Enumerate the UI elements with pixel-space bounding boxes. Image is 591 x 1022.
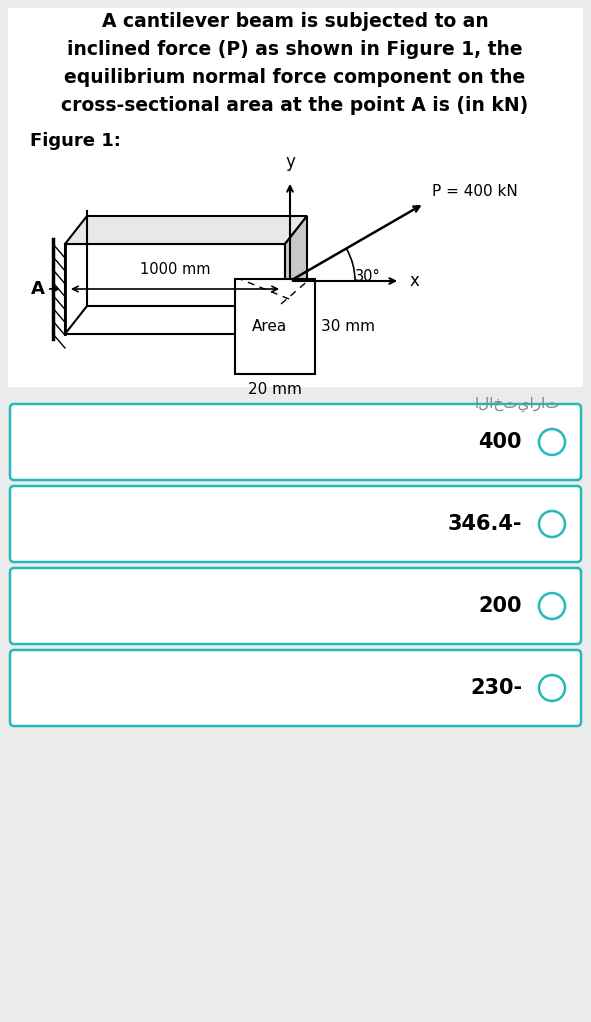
Text: 230-: 230- bbox=[470, 678, 522, 698]
Text: cross-sectional area at the point A is (in kN): cross-sectional area at the point A is (… bbox=[61, 96, 528, 115]
Text: 30°: 30° bbox=[355, 269, 381, 284]
FancyBboxPatch shape bbox=[10, 568, 581, 644]
Text: 400: 400 bbox=[479, 432, 522, 452]
Polygon shape bbox=[285, 216, 307, 334]
Text: الاختيارات: الاختيارات bbox=[475, 397, 560, 412]
Text: x: x bbox=[410, 272, 420, 290]
Text: 20 mm: 20 mm bbox=[248, 382, 302, 397]
Text: A cantilever beam is subjected to an: A cantilever beam is subjected to an bbox=[102, 12, 488, 31]
FancyBboxPatch shape bbox=[8, 8, 583, 387]
FancyBboxPatch shape bbox=[10, 650, 581, 726]
Polygon shape bbox=[65, 244, 285, 334]
Text: Area: Area bbox=[252, 319, 288, 334]
Text: 200: 200 bbox=[479, 596, 522, 616]
FancyBboxPatch shape bbox=[10, 404, 581, 480]
Text: 1000 mm: 1000 mm bbox=[139, 262, 210, 277]
Text: 30 mm: 30 mm bbox=[321, 319, 375, 334]
Text: P = 400 kN: P = 400 kN bbox=[432, 184, 518, 198]
Text: Figure 1:: Figure 1: bbox=[30, 132, 121, 150]
FancyBboxPatch shape bbox=[10, 486, 581, 562]
Text: y: y bbox=[285, 153, 295, 171]
Bar bbox=[235, 279, 315, 374]
Text: 346.4-: 346.4- bbox=[447, 514, 522, 535]
Text: inclined force (P) as shown in Figure 1, the: inclined force (P) as shown in Figure 1,… bbox=[67, 40, 523, 59]
Polygon shape bbox=[65, 216, 307, 244]
Text: equilibrium normal force component on the: equilibrium normal force component on th… bbox=[64, 68, 525, 87]
Text: A: A bbox=[31, 280, 45, 298]
